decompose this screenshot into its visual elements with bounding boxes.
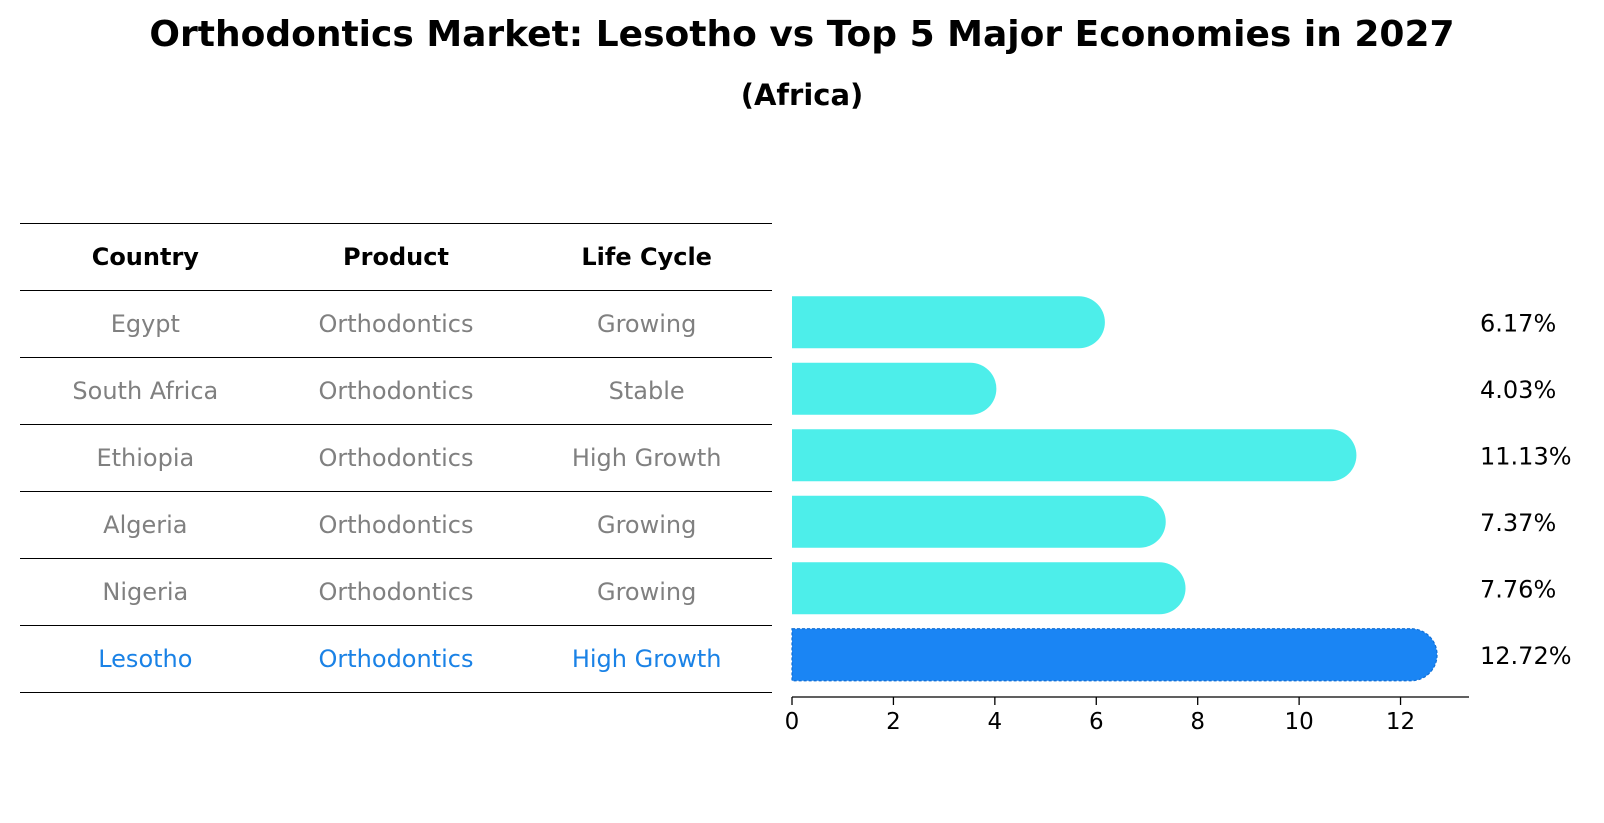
cell-country: Ethiopia: [20, 424, 271, 492]
bar-value-label: 7.37%: [1480, 509, 1556, 537]
cell-product: Orthodontics: [270, 357, 522, 425]
cell-life-cycle: Growing: [521, 290, 772, 358]
cell-life-cycle: Growing: [521, 558, 772, 626]
bar-south-africa: [792, 362, 997, 415]
x-tick-label: 0: [785, 709, 800, 735]
chart-subtitle: (Africa): [740, 78, 864, 112]
cell-country: Algeria: [20, 491, 271, 559]
cell-product: Orthodontics: [270, 290, 522, 358]
header-life-cycle: Life Cycle: [521, 223, 772, 291]
table-row-highlight: Lesotho Orthodontics High Growth: [20, 625, 772, 693]
cell-life-cycle: High Growth: [521, 625, 772, 693]
table-row: Nigeria Orthodontics Growing: [20, 558, 772, 626]
bar-value-label: 6.17%: [1480, 309, 1556, 337]
bar-value-label: 7.76%: [1480, 575, 1556, 603]
bar-ethiopia: [792, 429, 1357, 482]
cell-country: Lesotho: [20, 625, 271, 693]
bar-egypt: [792, 296, 1105, 349]
table-row: Ethiopia Orthodontics High Growth: [20, 424, 772, 492]
header-country: Country: [20, 223, 271, 291]
x-tick-label: 4: [988, 709, 1003, 735]
bar-nigeria: [792, 562, 1186, 615]
table-row: South Africa Orthodontics Stable: [20, 357, 772, 425]
cell-product: Orthodontics: [270, 558, 522, 626]
cell-life-cycle: Growing: [521, 491, 772, 559]
bar-value-label: 11.13%: [1480, 442, 1572, 470]
cell-product: Orthodontics: [270, 491, 522, 559]
x-tick-label: 12: [1386, 709, 1415, 735]
header-product: Product: [270, 223, 522, 291]
x-tick-label: 10: [1284, 709, 1313, 735]
x-tick-label: 2: [886, 709, 901, 735]
cell-life-cycle: Stable: [521, 357, 772, 425]
bar-value-label: 4.03%: [1480, 376, 1556, 404]
table-row: Algeria Orthodontics Growing: [20, 491, 772, 559]
market-table: Country Product Life Cycle Egypt Orthodo…: [20, 223, 772, 693]
cell-product: Orthodontics: [270, 424, 522, 492]
x-tick-label: 8: [1190, 709, 1205, 735]
x-tick-label: 6: [1089, 709, 1104, 735]
cell-product: Orthodontics: [270, 625, 522, 693]
bar-lesotho: [791, 628, 1438, 682]
chart-title: Orthodontics Market: Lesotho vs Top 5 Ma…: [149, 14, 1455, 55]
bar-value-label: 12.72%: [1480, 642, 1572, 670]
cell-country: South Africa: [20, 357, 271, 425]
bar-algeria: [792, 495, 1166, 548]
cell-country: Nigeria: [20, 558, 271, 626]
table-header-row: Country Product Life Cycle: [20, 223, 772, 291]
cell-life-cycle: High Growth: [521, 424, 772, 492]
cell-country: Egypt: [20, 290, 271, 358]
table-row: Egypt Orthodontics Growing: [20, 290, 772, 358]
